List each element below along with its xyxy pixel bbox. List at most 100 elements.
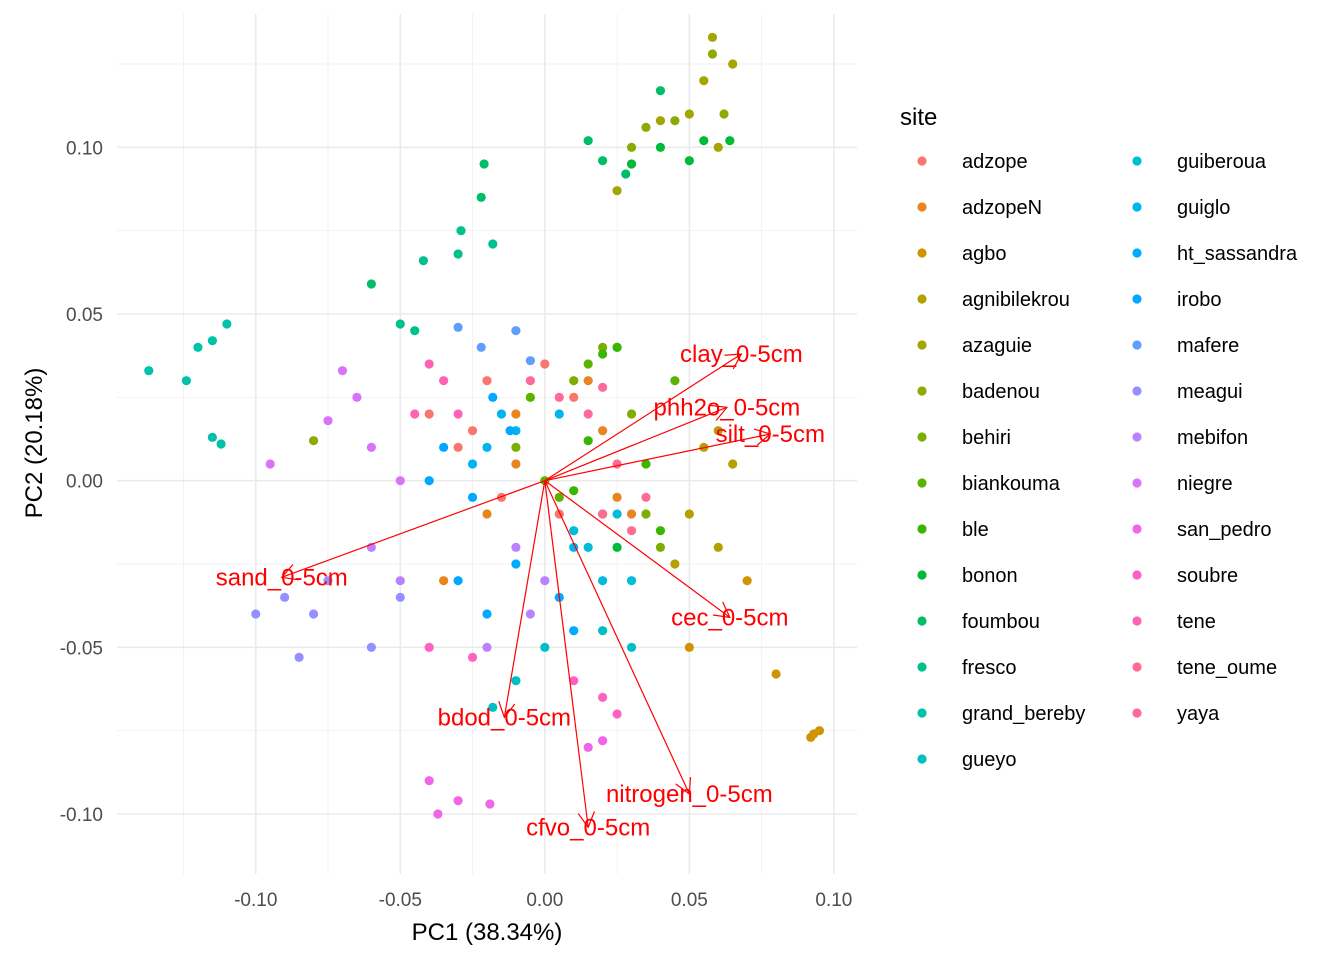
data-point [456, 226, 466, 236]
legend-key [1132, 202, 1142, 212]
x-tick-label: -0.05 [379, 890, 422, 911]
legend-label: yaya [1177, 703, 1220, 725]
data-point [424, 359, 434, 369]
data-point [410, 326, 420, 336]
data-point [410, 409, 420, 419]
legend-label: mafere [1177, 335, 1239, 357]
legend-key [917, 616, 927, 626]
legend-label: adzope [962, 151, 1028, 173]
data-point [655, 142, 666, 152]
legend-key [1132, 662, 1142, 672]
data-point [707, 32, 718, 42]
data-point [583, 409, 593, 419]
data-point [699, 136, 709, 146]
data-point [626, 409, 637, 419]
loading-label: cfvo_0-5cm [526, 814, 650, 841]
y-axis-ticks: -0.10 -0.05 0.00 0.05 0.10 [60, 138, 103, 826]
data-point [453, 322, 463, 332]
legend-key [1132, 340, 1142, 350]
x-tick-label: -0.10 [234, 890, 277, 911]
data-point [485, 799, 495, 809]
legend-key [1132, 432, 1142, 442]
data-point [598, 426, 608, 436]
data-point [476, 342, 486, 352]
loading-arrow-head [280, 564, 299, 581]
data-point [424, 642, 434, 652]
loading-arrow-head [498, 701, 516, 719]
data-point [598, 349, 608, 359]
data-point [525, 609, 535, 619]
x-axis-ticks: -0.10 -0.05 0.00 0.05 0.10 [234, 890, 852, 911]
data-point [670, 116, 680, 126]
data-point [193, 342, 203, 352]
data-point [612, 186, 622, 196]
data-point [453, 442, 463, 452]
data-point [294, 652, 304, 662]
data-point [684, 156, 694, 166]
data-point [424, 776, 434, 786]
data-point [323, 576, 333, 586]
data-point [265, 459, 275, 469]
x-tick-label: 0.05 [671, 890, 708, 911]
legend-label: agbo [962, 243, 1007, 265]
loading-arrow-head [709, 404, 729, 421]
data-point [699, 76, 709, 86]
data-point [713, 542, 723, 552]
legend-key [917, 386, 927, 396]
legend: site adzope adzopeN agbo agnibilekrou azagui… [900, 104, 1298, 771]
data-point [641, 509, 651, 519]
loading-arrow-head [675, 776, 692, 796]
legend-label: tene_oume [1177, 657, 1277, 679]
loading-arrow [544, 480, 731, 618]
data-point [621, 169, 631, 179]
loading-label: nitrogen_0-5cm [606, 781, 773, 808]
data-point [612, 459, 622, 469]
data-point [366, 279, 376, 289]
legend-key [917, 754, 927, 764]
data-point [488, 239, 498, 249]
legend-key [917, 340, 927, 350]
data-point [453, 409, 463, 419]
y-tick-label: 0.00 [66, 472, 103, 493]
legend-label: guiberoua [1177, 151, 1267, 173]
loading-label: silt_0-5cm [716, 421, 825, 448]
data-point [352, 392, 362, 402]
data-point [525, 392, 535, 402]
data-point [626, 576, 637, 586]
loading-arrow-head [712, 601, 731, 619]
data-point [569, 626, 579, 636]
data-point [707, 49, 718, 59]
legend-key [917, 202, 927, 212]
loading-label: sand_0-5cm [216, 564, 348, 591]
loading-arrow [544, 406, 728, 482]
data-point [181, 376, 191, 386]
legend-label: guiglo [1177, 197, 1230, 219]
data-point [439, 376, 449, 386]
data-point [725, 136, 735, 146]
data-point [479, 159, 489, 169]
data-point [207, 336, 217, 346]
y-tick-label: -0.10 [60, 805, 103, 826]
data-point [453, 796, 463, 806]
loading-arrow-head [577, 811, 595, 829]
data-point [433, 809, 443, 819]
data-point [482, 509, 492, 519]
data-point [540, 576, 550, 586]
data-point [511, 676, 521, 686]
x-tick-label: 0.00 [526, 890, 563, 911]
data-point [453, 249, 463, 259]
loading-arrow [544, 480, 589, 828]
data-point [554, 409, 564, 419]
legend-label: meagui [1177, 381, 1243, 403]
data-point [713, 426, 723, 436]
data-point [482, 642, 492, 652]
legend-key [917, 294, 927, 304]
legend-label: ht_sassandra [1177, 243, 1298, 265]
legend-label: biankouma [962, 473, 1061, 495]
loading-arrow [544, 353, 742, 482]
data-point [598, 736, 608, 746]
legend-key [917, 248, 927, 258]
legend-label: badenou [962, 381, 1040, 403]
y-tick-label: 0.05 [66, 305, 103, 326]
